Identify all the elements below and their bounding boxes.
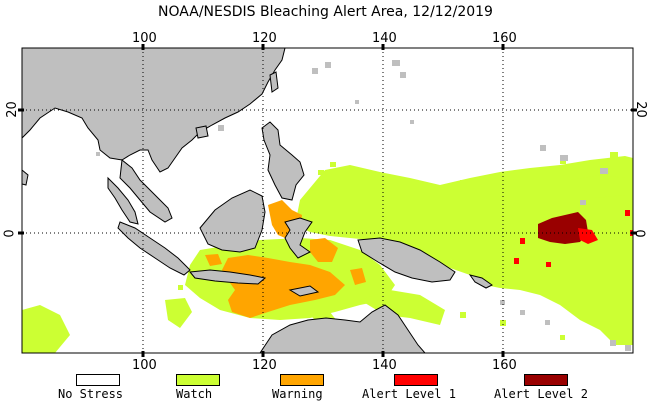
land-masses — [22, 48, 493, 353]
lon-label-top-100: 100 — [132, 31, 157, 46]
land-timor — [288, 285, 320, 297]
legend-label-alert-level-2: Alert Level 2 — [494, 387, 588, 401]
small-islands — [70, 60, 631, 351]
land-solomon-islands — [468, 274, 493, 289]
land-australia — [259, 304, 426, 353]
land-malay-peninsula — [107, 176, 139, 225]
land-indochina — [119, 159, 173, 223]
map-frame — [21, 47, 634, 354]
map-title: NOAA/NESDIS Bleaching Alert Area, 12/12/… — [158, 4, 493, 20]
legend-label-no-stress: No Stress — [58, 387, 124, 401]
lon-label-bottom-160: 160 — [492, 358, 517, 373]
legend-swatch-warning — [280, 374, 324, 386]
watch-speckles — [30, 152, 628, 346]
legend-label-alert-level-1: Alert Level 1 — [362, 387, 456, 401]
legend-swatch-alert-level-1 — [394, 374, 438, 386]
lon-label-top-160: 160 — [492, 31, 517, 46]
alert-level-2-area — [538, 212, 588, 244]
lon-label-top-140: 140 — [372, 31, 397, 46]
land-taiwan — [269, 71, 279, 93]
land-java — [189, 269, 267, 285]
land-sri-lanka — [22, 169, 29, 186]
land-philippines — [261, 121, 305, 201]
land-new-guinea — [357, 237, 456, 283]
land-hainan — [195, 125, 209, 139]
lon-label-top-120: 120 — [252, 31, 277, 46]
land-sulawesi — [284, 217, 313, 259]
land-sumatra — [117, 221, 191, 276]
legend-swatch-no-stress — [76, 374, 120, 386]
lon-label-bottom-100: 100 — [132, 358, 157, 373]
legend-label-watch: Watch — [176, 387, 213, 401]
lon-label-bottom-140: 140 — [372, 358, 397, 373]
warning-areas — [205, 200, 366, 318]
legend-swatch-watch — [176, 374, 220, 386]
land-asia-mainland — [22, 48, 286, 173]
axis-ticks — [18, 44, 637, 357]
lon-label-bottom-120: 120 — [252, 358, 277, 373]
grid-lines — [22, 48, 633, 353]
legend-swatch-alert-level-2 — [524, 374, 568, 386]
legend-label-warning: Warning — [272, 387, 323, 401]
